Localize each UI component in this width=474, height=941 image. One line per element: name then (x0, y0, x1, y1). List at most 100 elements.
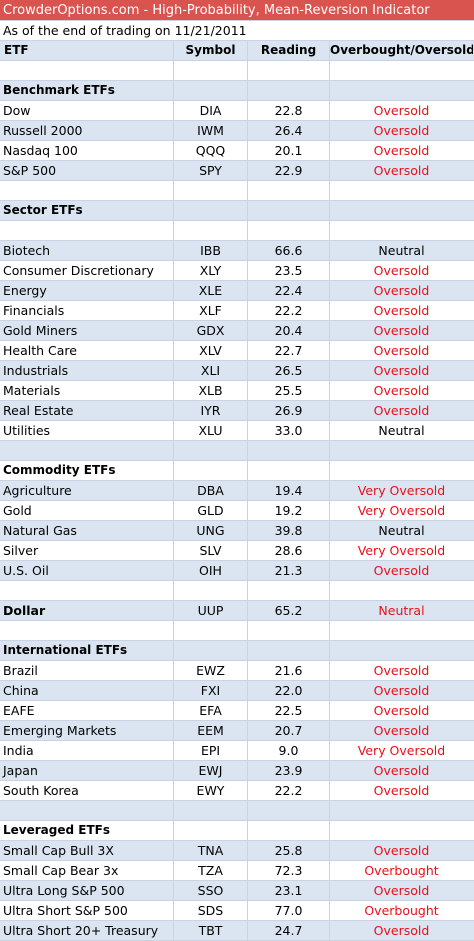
etf-symbol: XLE (174, 281, 248, 300)
etf-symbol: TBT (174, 921, 248, 940)
etf-symbol: EPI (174, 741, 248, 760)
etf-reading: 72.3 (248, 861, 330, 880)
blank-cell (174, 201, 248, 220)
blank-cell (174, 621, 248, 640)
etf-reading: 19.4 (248, 481, 330, 500)
blank-cell (174, 441, 248, 460)
etf-name: Real Estate (0, 401, 174, 420)
etf-reading: 25.8 (248, 841, 330, 860)
table-row: Silver SLV 28.6 Very Oversold (0, 541, 474, 561)
table-row: Agriculture DBA 19.4 Very Oversold (0, 481, 474, 501)
etf-name: Gold (0, 501, 174, 520)
etf-reading: 21.3 (248, 561, 330, 580)
etf-symbol: IYR (174, 401, 248, 420)
blank-row (0, 61, 474, 81)
etf-name: Dow (0, 101, 174, 120)
etf-reading: 65.2 (248, 601, 330, 620)
table-row: Dow DIA 22.8 Oversold (0, 101, 474, 121)
table-row: Japan EWJ 23.9 Oversold (0, 761, 474, 781)
etf-status: Oversold (373, 763, 430, 778)
etf-symbol: SSO (174, 881, 248, 900)
blank-cell (174, 821, 248, 840)
blank-cell (248, 801, 330, 820)
blank-cell (248, 621, 330, 640)
blank-cell (0, 621, 174, 640)
etf-status: Very Oversold (357, 543, 446, 558)
etf-name: Emerging Markets (0, 721, 174, 740)
table-title: CrowderOptions.com - High-Probability, M… (3, 3, 430, 18)
etf-name: Consumer Discretionary (0, 261, 174, 280)
etf-status: Oversold (373, 723, 430, 738)
blank-cell (0, 581, 174, 600)
etf-reading: 22.2 (248, 781, 330, 800)
blank-cell (174, 221, 248, 240)
section-label: Leveraged ETFs (0, 821, 174, 840)
blank-cell (330, 441, 473, 460)
etf-symbol: XLF (174, 301, 248, 320)
table-row: China FXI 22.0 Oversold (0, 681, 474, 701)
etf-symbol: UNG (174, 521, 248, 540)
section-label: International ETFs (0, 641, 174, 660)
table-row: Health Care XLV 22.7 Oversold (0, 341, 474, 361)
etf-reading: 21.6 (248, 661, 330, 680)
etf-reading: 22.5 (248, 701, 330, 720)
etf-name: China (0, 681, 174, 700)
table-row: Dollar UUP 65.2 Neutral (0, 601, 474, 621)
etf-status: Oversold (373, 283, 430, 298)
etf-symbol: GLD (174, 501, 248, 520)
blank-cell (0, 801, 174, 820)
etf-reading: 26.4 (248, 121, 330, 140)
table-row: South Korea EWY 22.2 Oversold (0, 781, 474, 801)
etf-reading: 26.9 (248, 401, 330, 420)
etf-name: Industrials (0, 361, 174, 380)
blank-row (0, 441, 474, 461)
etf-reading: 23.1 (248, 881, 330, 900)
etf-name: Health Care (0, 341, 174, 360)
etf-name: Silver (0, 541, 174, 560)
blank-cell (330, 201, 473, 220)
etf-name: Ultra Short S&P 500 (0, 901, 174, 920)
etf-reading: 39.8 (248, 521, 330, 540)
table-row: Ultra Short S&P 500 SDS 77.0 Overbought (0, 901, 474, 921)
etf-name: Biotech (0, 241, 174, 260)
section-header-row: Commodity ETFs (0, 461, 474, 481)
etf-name: Dollar (0, 601, 174, 620)
table-row: Gold GLD 19.2 Very Oversold (0, 501, 474, 521)
table-row: Real Estate IYR 26.9 Oversold (0, 401, 474, 421)
etf-status: Very Oversold (357, 503, 446, 518)
etf-reading: 28.6 (248, 541, 330, 560)
section-header-row: Benchmark ETFs (0, 81, 474, 101)
etf-symbol: SLV (174, 541, 248, 560)
etf-symbol: DIA (174, 101, 248, 120)
blank-cell (0, 221, 174, 240)
section-label: Sector ETFs (0, 201, 174, 220)
etf-name: S&P 500 (0, 161, 174, 180)
blank-cell (330, 621, 473, 640)
table-body: Benchmark ETFs Dow DIA 22.8 Oversold Russell … (0, 61, 474, 941)
table-row: Gold Miners GDX 20.4 Oversold (0, 321, 474, 341)
section-label: Benchmark ETFs (0, 81, 174, 100)
etf-reading: 20.7 (248, 721, 330, 740)
blank-cell (248, 61, 330, 80)
etf-status: Oversold (373, 323, 430, 338)
etf-status: Oversold (373, 363, 430, 378)
blank-cell (174, 641, 248, 660)
table-row: Emerging Markets EEM 20.7 Oversold (0, 721, 474, 741)
table-row: Brazil EWZ 21.6 Oversold (0, 661, 474, 681)
table-row: Natural Gas UNG 39.8 Neutral (0, 521, 474, 541)
blank-cell (248, 181, 330, 200)
etf-status: Oversold (373, 343, 430, 358)
etf-status: Oversold (373, 783, 430, 798)
etf-name: South Korea (0, 781, 174, 800)
etf-reading: 19.2 (248, 501, 330, 520)
etf-status: Overbought (364, 903, 439, 918)
blank-row (0, 621, 474, 641)
section-header-row: International ETFs (0, 641, 474, 661)
etf-symbol: XLY (174, 261, 248, 280)
etf-symbol: QQQ (174, 141, 248, 160)
etf-reading: 20.1 (248, 141, 330, 160)
table-subtitle: As of the end of trading on 11/21/2011 (3, 23, 247, 38)
etf-reading: 33.0 (248, 421, 330, 440)
subtitle-row: As of the end of trading on 11/21/2011 (0, 21, 474, 41)
